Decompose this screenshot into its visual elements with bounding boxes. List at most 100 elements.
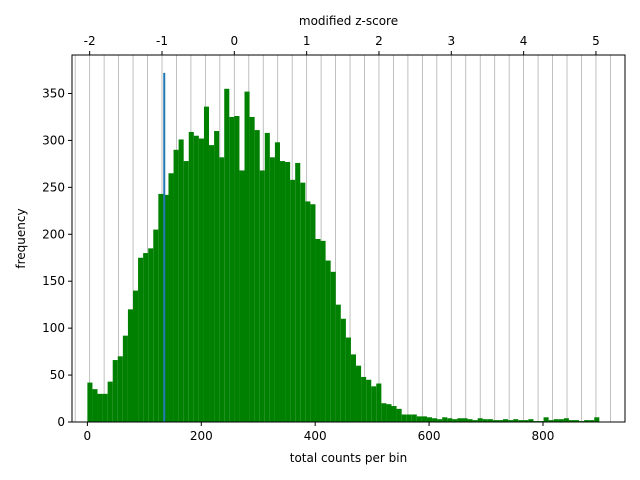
- histogram-bar: [203, 106, 210, 423]
- histogram-bar: [305, 201, 311, 422]
- histogram-bar: [269, 157, 275, 423]
- histogram-bar: [214, 131, 220, 422]
- histogram-bar: [249, 116, 255, 422]
- x-tick-label: 200: [190, 429, 213, 443]
- y-tick-label: 150: [42, 274, 65, 288]
- histogram-bar: [173, 149, 179, 422]
- histogram-bar: [254, 130, 260, 422]
- histogram-bar: [406, 414, 412, 422]
- histogram-bar: [295, 162, 301, 423]
- x-tick-label: 0: [84, 429, 92, 443]
- histogram-bar: [122, 335, 128, 422]
- histogram-bar: [411, 414, 417, 422]
- bottom-x-axis: 0 200 400 600 800: [84, 422, 554, 443]
- histogram-bar: [508, 420, 514, 422]
- histogram-bar: [568, 420, 574, 422]
- histogram-bars: [87, 88, 600, 423]
- histogram-bar: [421, 416, 427, 422]
- histogram-bar: [401, 414, 407, 422]
- histogram-bar: [188, 131, 194, 423]
- histogram-bar: [320, 240, 326, 422]
- y-tick-label: 0: [57, 415, 65, 429]
- y-tick-label: 250: [42, 180, 65, 194]
- histogram-bar: [361, 376, 367, 422]
- histogram-bar: [426, 417, 433, 422]
- top-tick-label: -2: [84, 34, 96, 48]
- y-tick-label: 200: [42, 227, 65, 241]
- histogram-bar: [239, 170, 245, 422]
- histogram-bar: [462, 418, 468, 422]
- y-tick-label: 350: [42, 86, 65, 100]
- histogram-bar: [391, 406, 397, 422]
- histogram-bar: [477, 418, 483, 422]
- histogram-bar: [300, 182, 306, 422]
- histogram-bar: [112, 360, 118, 422]
- histogram-bar: [563, 418, 569, 422]
- y-axis-label: frequency: [14, 208, 28, 268]
- histogram-bar: [102, 393, 108, 422]
- histogram-bar: [371, 386, 377, 422]
- histogram-bar: [594, 417, 600, 422]
- histogram-bar: [350, 354, 357, 422]
- histogram-bar: [528, 419, 534, 422]
- histogram-bar: [376, 383, 382, 422]
- histogram-bar: [543, 417, 549, 422]
- histogram-bar: [386, 404, 392, 422]
- histogram-bar: [234, 116, 240, 423]
- histogram-bar: [132, 290, 139, 422]
- top-axis-label: modified z-score: [299, 14, 398, 28]
- histogram-bar: [163, 194, 169, 422]
- top-tick-label: 4: [520, 34, 528, 48]
- top-tick-label: 3: [447, 34, 455, 48]
- histogram-bar: [158, 193, 164, 422]
- histogram-bar: [224, 88, 230, 422]
- x-axis-label: total counts per bin: [290, 451, 407, 465]
- histogram-bar: [366, 379, 372, 422]
- histogram-bar: [513, 419, 519, 422]
- histogram-bar: [553, 419, 559, 422]
- y-tick-label: 50: [50, 368, 65, 382]
- plot-frame: [71, 54, 626, 423]
- histogram-bar: [548, 420, 554, 422]
- histogram-bar: [143, 253, 149, 422]
- histogram-bar: [198, 138, 204, 422]
- top-tick-label: 1: [303, 34, 311, 48]
- histogram-bar: [467, 419, 473, 422]
- histogram-bar: [492, 420, 498, 422]
- top-tick-label: 5: [592, 34, 600, 48]
- histogram-bar: [183, 161, 189, 422]
- histogram-bar: [584, 420, 590, 422]
- histogram-bar: [457, 418, 463, 422]
- top-tick-label: 2: [375, 34, 383, 48]
- histogram-bar: [315, 238, 321, 422]
- histogram-bar: [487, 419, 493, 422]
- histogram-bar: [432, 418, 438, 422]
- histogram-bar: [442, 417, 448, 422]
- histogram-bar: [244, 91, 250, 422]
- histogram-bar: [209, 145, 215, 422]
- top-tick-label: -1: [156, 34, 168, 48]
- histogram-bar: [193, 135, 199, 422]
- y-tick-label: 300: [42, 133, 65, 147]
- histogram-bar: [345, 337, 351, 422]
- histogram-bar: [117, 356, 123, 422]
- x-tick-label: 400: [304, 429, 327, 443]
- histogram-bar: [472, 420, 478, 422]
- histogram-bar: [416, 416, 422, 422]
- top-x-axis: -2 -1 0 1 2 3 4 5: [84, 34, 600, 55]
- histogram-bar: [330, 271, 336, 422]
- histogram-bar: [310, 204, 316, 422]
- histogram-bar: [497, 420, 504, 422]
- histogram-bar: [589, 420, 595, 422]
- left-y-axis: 0 50 100 150 200 250 300 350: [42, 86, 72, 429]
- histogram-bar: [573, 420, 580, 422]
- histogram-bar: [356, 365, 362, 422]
- histogram-bar: [325, 260, 331, 422]
- histogram-bar: [452, 419, 458, 422]
- histogram-bar: [285, 162, 291, 422]
- histogram-bar: [558, 419, 564, 422]
- x-tick-label: 600: [418, 429, 441, 443]
- top-tick-label: 0: [230, 34, 238, 48]
- histogram-bar: [148, 248, 154, 422]
